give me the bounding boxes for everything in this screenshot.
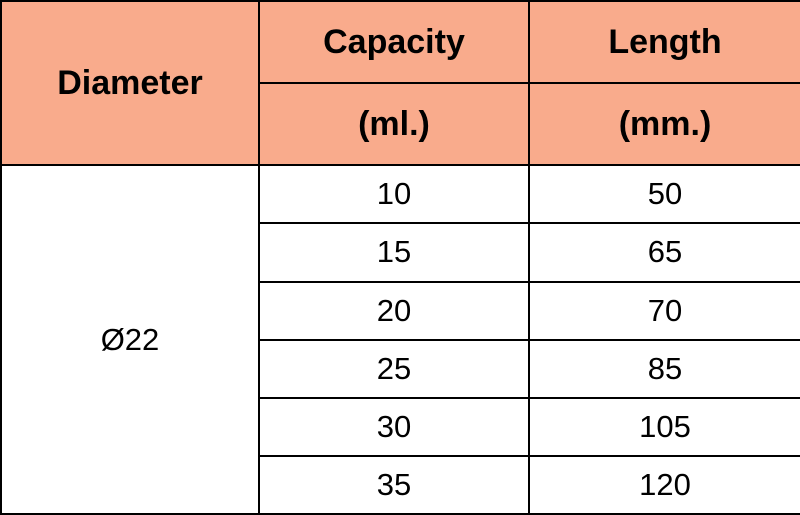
header-cell: Capacity xyxy=(258,0,530,85)
capacity-cell: 15 xyxy=(258,222,530,283)
header-cell: Length xyxy=(528,0,800,85)
header-cell: (mm.) xyxy=(528,82,800,167)
length-cell: 105 xyxy=(528,396,800,457)
data-row: 30 105 xyxy=(1,396,800,457)
diameter-cell: Ø22 xyxy=(0,164,260,515)
capacity-cell: 10 xyxy=(258,164,530,225)
data-row: 25 85 xyxy=(1,338,800,399)
length-cell: 85 xyxy=(528,338,800,399)
capacity-cell: 25 xyxy=(258,338,530,399)
length-cell: 50 xyxy=(528,164,800,225)
header-row: (ml.) (mm.) xyxy=(1,82,800,167)
length-cell: 65 xyxy=(528,222,800,283)
capacity-cell: 30 xyxy=(258,396,530,457)
data-row: 15 65 xyxy=(1,222,800,283)
length-cell: 70 xyxy=(528,280,800,341)
capacity-cell: 35 xyxy=(258,454,530,515)
data-row: 35 120 xyxy=(1,454,800,515)
header-cell: (ml.) xyxy=(258,82,530,167)
header-cell: Diameter xyxy=(0,0,260,167)
capacity-cell: 20 xyxy=(258,280,530,341)
data-row: 20 70 xyxy=(1,280,800,341)
data-row: Ø22 10 50 xyxy=(0,164,800,515)
length-cell: 120 xyxy=(528,454,800,515)
header-row: Diameter Capacity Length xyxy=(0,0,800,167)
